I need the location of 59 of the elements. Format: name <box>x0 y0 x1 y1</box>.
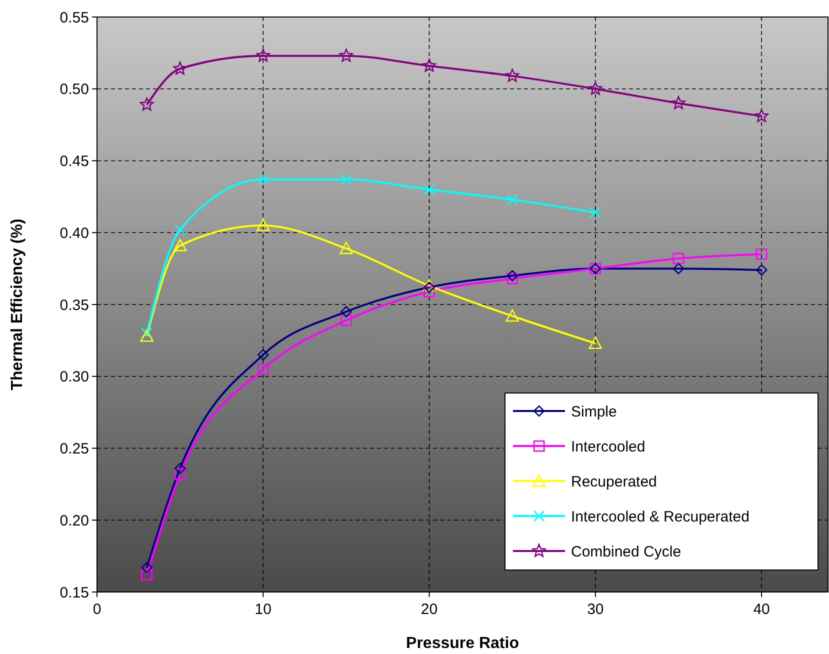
point <box>340 306 352 318</box>
point <box>588 336 602 349</box>
point <box>140 329 154 342</box>
y-tick-label: 0.40 <box>60 224 89 242</box>
y-tick-label: 0.25 <box>60 440 89 458</box>
point <box>173 62 187 75</box>
point <box>424 184 435 196</box>
point <box>257 174 269 186</box>
point <box>588 82 602 95</box>
point <box>140 98 154 111</box>
y-tick-label: 0.35 <box>60 296 89 314</box>
legend-label: Intercooled & Recuperated <box>571 508 750 526</box>
y-tick-label: 0.20 <box>60 512 89 530</box>
legend-label: Simple <box>571 403 617 420</box>
point <box>754 109 768 122</box>
legend-label: Intercooled <box>571 438 646 456</box>
point <box>256 48 270 62</box>
point <box>756 264 768 276</box>
point <box>141 328 152 339</box>
y-tick-label: 0.50 <box>60 81 89 98</box>
y-tick-label: 0.30 <box>60 368 89 386</box>
y-tick-label: 0.15 <box>60 584 89 602</box>
point <box>422 58 436 72</box>
x-tick-label: 40 <box>753 601 770 618</box>
point <box>506 309 519 322</box>
point <box>506 194 518 206</box>
point <box>506 272 518 284</box>
point <box>173 238 187 252</box>
legend-label: Combined Cycle <box>571 543 682 560</box>
point <box>424 282 435 293</box>
x-tick-label: 0 <box>92 601 102 618</box>
point <box>174 468 186 480</box>
point <box>340 174 352 186</box>
legend-label: Recuperated <box>571 473 657 490</box>
y-tick-label: 0.45 <box>60 153 89 170</box>
x-tick-label: 10 <box>254 601 272 618</box>
point <box>756 248 768 260</box>
point <box>672 96 686 110</box>
point <box>672 262 684 274</box>
point <box>339 48 354 62</box>
point <box>340 314 352 326</box>
x-tick-label: 20 <box>420 601 438 618</box>
y-tick-label: 0.55 <box>60 9 89 26</box>
point <box>257 349 269 360</box>
point <box>141 562 152 574</box>
point <box>174 224 186 236</box>
point <box>590 206 602 218</box>
point <box>340 242 353 254</box>
point <box>424 286 435 298</box>
point <box>506 270 518 282</box>
point <box>257 364 269 375</box>
point <box>141 569 152 580</box>
x-tick-label: 30 <box>587 601 604 618</box>
point <box>256 218 270 232</box>
x-axis-title: Pressure Ratio <box>406 635 520 652</box>
y-axis-title: Thermal Efficiency (%) <box>9 218 26 390</box>
point <box>174 462 186 474</box>
point <box>672 252 684 264</box>
point <box>506 68 520 82</box>
